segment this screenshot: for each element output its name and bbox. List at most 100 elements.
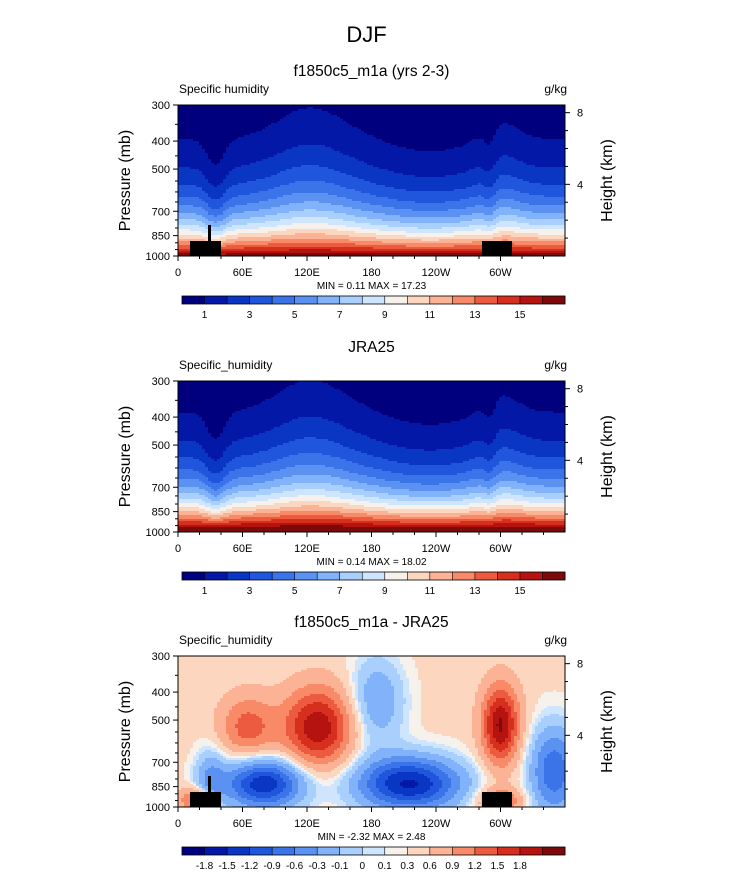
right-axis-title: Height (km): [599, 139, 616, 222]
colorbar-label: 5: [292, 586, 298, 597]
colorbar-swatch: [407, 847, 430, 855]
variable-label: Specific humidity: [179, 82, 269, 96]
colorbar-swatch: [542, 296, 565, 304]
variable-label: Specific_humidity: [179, 358, 272, 372]
colorbar-swatch: [407, 572, 430, 580]
colorbar: 1 3 5 7 9 11 13 15: [182, 572, 565, 597]
y-tick-label: 700: [152, 757, 170, 769]
colorbar-swatch: [542, 847, 565, 855]
colorbar-label: -0.1: [331, 861, 349, 872]
colorbar-swatch: [520, 572, 543, 580]
y-tick-label: 400: [152, 136, 170, 148]
x-tick-label: 60E: [233, 267, 253, 279]
y-tick-label: 500: [152, 440, 170, 452]
colorbar-label: -1.5: [218, 861, 236, 872]
y-tick-label: 400: [152, 412, 170, 424]
colorbar-swatch: [407, 296, 430, 304]
colorbar-label: 1.2: [468, 861, 482, 872]
x-tick-label: 60E: [233, 543, 253, 555]
colorbar-swatch: [205, 572, 228, 580]
min-max-label: MIN = -2.32 MAX = 2.48: [318, 832, 426, 843]
y-tick-label: 300: [152, 651, 170, 663]
x-tick-label: 60W: [489, 267, 512, 279]
min-max-label: MIN = 0.14 MAX = 18.02: [316, 557, 426, 568]
figure-canvas: f1850c5_m1a (yrs 2-3) Specific humidity g/…: [0, 0, 733, 888]
min-max-label: MIN = 0.11 MAX = 17.23: [317, 281, 427, 292]
right-tick-label: 8: [577, 108, 583, 120]
right-tick-label: 4: [577, 730, 583, 742]
y-tick-label: 700: [152, 482, 170, 494]
colorbar-swatch: [340, 296, 363, 304]
colorbar-swatch: [542, 572, 565, 580]
colorbar-label: 11: [425, 586, 436, 597]
x-tick-label: 60W: [489, 818, 512, 830]
panel-title: f1850c5_m1a - JRA25: [294, 614, 448, 631]
x-tick-label: 0: [175, 543, 181, 555]
x-tick-label: 180: [362, 818, 380, 830]
right-tick-label: 4: [577, 179, 583, 191]
y-tick-label: 500: [152, 715, 170, 727]
colorbar-label: 0: [359, 861, 365, 872]
x-tick-label: 180: [362, 543, 380, 555]
colorbar-label: 1: [202, 310, 208, 321]
colorbar-swatch: [317, 572, 340, 580]
y-tick-label: 1000: [146, 802, 170, 814]
colorbar-swatch: [430, 847, 453, 855]
colorbar-label: -0.3: [309, 861, 327, 872]
colorbar-swatch: [475, 296, 498, 304]
colorbar-swatch: [520, 296, 543, 304]
colorbar-swatch: [340, 847, 363, 855]
colorbar-label: 0.9: [445, 861, 459, 872]
colorbar-swatch: [317, 296, 340, 304]
colorbar-swatch: [497, 847, 520, 855]
topography-africa: [190, 241, 221, 256]
colorbar-swatch: [250, 847, 273, 855]
contour-field: [178, 656, 565, 807]
panel-1: f1850c5_m1a (yrs 2-3) Specific humidity g/…: [117, 63, 616, 321]
colorbar-swatch: [475, 847, 498, 855]
y-tick-label: 850: [152, 507, 170, 519]
colorbar-swatch: [430, 296, 453, 304]
colorbar-swatch: [205, 847, 228, 855]
colorbar-swatch: [182, 847, 205, 855]
y-tick-label: 850: [152, 231, 170, 243]
colorbar-swatch: [452, 847, 475, 855]
topography-andes: [482, 792, 512, 807]
colorbar-label: 0.1: [378, 861, 392, 872]
colorbar-label: 11: [425, 310, 436, 321]
colorbar-label: 13: [469, 310, 481, 321]
colorbar-swatch: [182, 572, 205, 580]
colorbar-swatch: [385, 296, 408, 304]
colorbar-swatch: [452, 296, 475, 304]
colorbar-swatch: [520, 847, 543, 855]
colorbar-label: 1.5: [490, 861, 504, 872]
colorbar-swatch: [362, 572, 385, 580]
panel-title: f1850c5_m1a (yrs 2-3): [294, 63, 450, 80]
colorbar-swatch: [227, 296, 250, 304]
colorbar-swatch: [362, 296, 385, 304]
colorbar-swatch: [205, 296, 228, 304]
topography-peak: [208, 225, 211, 241]
colorbar-swatch: [272, 296, 295, 304]
colorbar-label: -1.8: [196, 861, 214, 872]
colorbar-swatch: [227, 572, 250, 580]
colorbar-swatch: [250, 296, 273, 304]
y-tick-label: 500: [152, 164, 170, 176]
colorbar-swatch: [497, 296, 520, 304]
colorbar-swatch: [295, 847, 318, 855]
right-tick-label: 4: [577, 455, 583, 467]
colorbar-label: 0.3: [400, 861, 414, 872]
colorbar-swatch: [295, 572, 318, 580]
x-tick-label: 180: [362, 267, 380, 279]
contour-field: [178, 105, 565, 256]
y-tick-label: 700: [152, 206, 170, 218]
units-label: g/kg: [544, 82, 567, 96]
y-tick-label: 400: [152, 687, 170, 699]
colorbar-swatch: [340, 572, 363, 580]
colorbar-label: 0.6: [423, 861, 437, 872]
x-tick-label: 120E: [294, 818, 320, 830]
right-tick-label: 8: [577, 659, 583, 671]
y-tick-label: 300: [152, 376, 170, 388]
x-tick-label: 120W: [422, 543, 451, 555]
